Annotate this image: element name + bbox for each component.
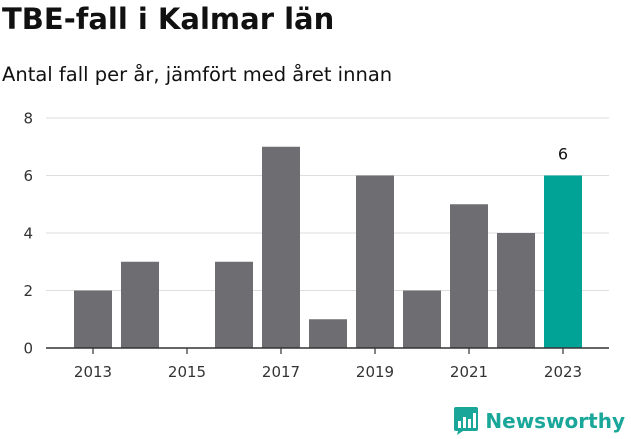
bar xyxy=(403,290,441,348)
x-tick-label: 2013 xyxy=(74,363,112,381)
x-tick-label: 2019 xyxy=(356,363,394,381)
x-tick-label: 2017 xyxy=(262,363,300,381)
x-tick-label: 2015 xyxy=(168,363,206,381)
bar xyxy=(450,204,488,348)
y-tick-label: 4 xyxy=(23,225,33,243)
bar xyxy=(74,290,112,348)
bar xyxy=(262,146,300,348)
newsworthy-logo-icon xyxy=(454,407,479,435)
bar xyxy=(309,319,347,348)
brand-logo: Newsworthy xyxy=(453,406,625,436)
chart-subtitle: Antal fall per år, jämfört med året inna… xyxy=(2,63,393,86)
x-tick-label: 2023 xyxy=(544,363,582,381)
bar xyxy=(215,261,253,348)
chart-title: TBE-fall i Kalmar län xyxy=(2,2,335,36)
bar xyxy=(544,175,582,348)
y-tick-label: 6 xyxy=(23,167,33,185)
bar xyxy=(497,233,535,348)
data-label: 6 xyxy=(558,145,568,164)
brand-name: Newsworthy xyxy=(485,409,625,433)
bar xyxy=(356,175,394,348)
bar-chart: 0 2 4 6 8 2013 2015 2017 2019 2021 2023 6 xyxy=(23,110,609,381)
y-tick-label: 2 xyxy=(23,282,33,300)
x-tick-label: 2021 xyxy=(450,363,488,381)
y-tick-label: 8 xyxy=(23,110,33,128)
y-tick-label: 0 xyxy=(23,340,33,358)
bar xyxy=(121,261,159,348)
